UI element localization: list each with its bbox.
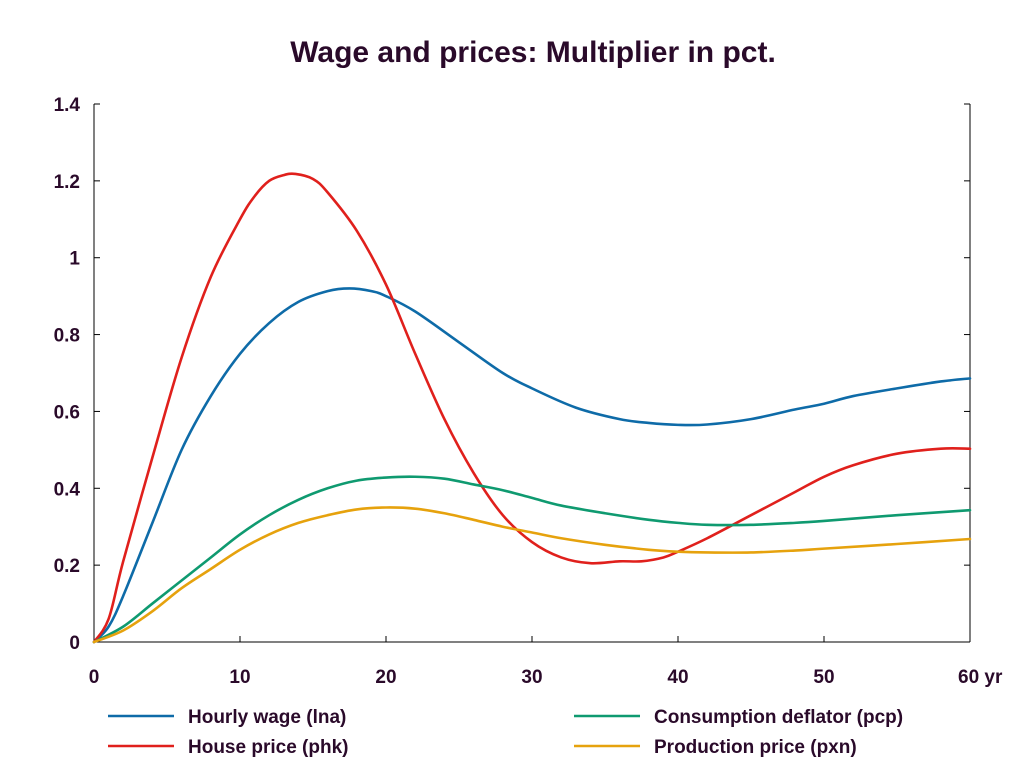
x-tick-label: 20 [375, 667, 396, 688]
legend-label-consumption-deflator-pcp: Consumption deflator (pcp) [654, 707, 903, 728]
y-tick-label: 0 [69, 633, 80, 654]
y-tick-label: 0.4 [54, 479, 81, 500]
x-tick-label: 50 [813, 667, 834, 688]
series-line-production-price-pxn [94, 507, 970, 642]
x-tick-label: 0 [89, 667, 100, 688]
y-tick-label: 0.6 [54, 402, 80, 423]
legend-label-production-price-pxn: Production price (pxn) [654, 737, 857, 758]
x-tick-label: 10 [229, 667, 250, 688]
x-tick-label: 30 [521, 667, 542, 688]
chart: Wage and prices: Multiplier in pct. 0 0.2… [0, 0, 1024, 778]
y-tick-label: 1 [69, 249, 80, 270]
x-tick-label: 40 [667, 667, 688, 688]
legend: Hourly wage (lna) House price (phk) Consum… [108, 707, 903, 758]
y-tick-label: 0.2 [54, 556, 80, 577]
x-tick-label: 60 yr [958, 667, 1003, 688]
y-tick-label: 1.4 [54, 95, 81, 116]
series-line-house-price-phk [94, 174, 970, 642]
legend-label-hourly-wage-lna: Hourly wage (lna) [188, 707, 346, 728]
legend-label-house-price-phk: House price (phk) [188, 737, 348, 758]
y-tick-label: 1.2 [54, 172, 80, 193]
tick-labels: 0 0.2 0.4 0.6 0.8 1 1.2 1.4 0 10 20 30 40 50 60 yr [54, 95, 1003, 688]
series-lines [94, 174, 970, 642]
series-line-hourly-wage-lna [94, 288, 970, 642]
chart-title: Wage and prices: Multiplier in pct. [290, 36, 776, 69]
y-tick-label: 0.8 [54, 326, 80, 347]
